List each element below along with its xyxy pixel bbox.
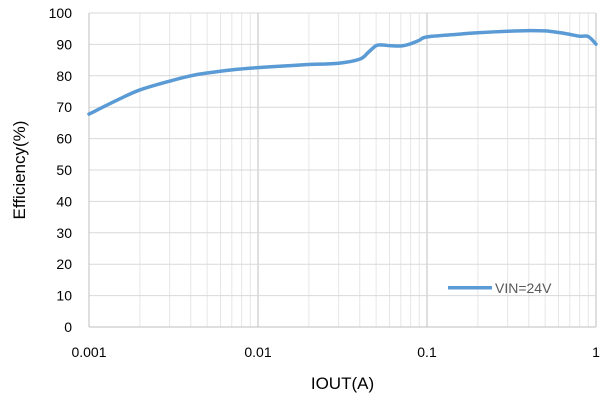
y-tick-label: 30 [56, 225, 72, 241]
x-tick-label: 1 [592, 344, 600, 360]
legend: VIN=24V [448, 280, 552, 296]
x-tick-label: 0.001 [71, 344, 106, 360]
x-tick-label: 0.1 [417, 344, 437, 360]
y-tick-label: 90 [56, 36, 72, 52]
x-tick-labels: 0.001 0.01 0.1 1 [71, 344, 600, 360]
y-tick-label: 50 [56, 162, 72, 178]
series-line [87, 28, 598, 116]
x-tick-label: 0.01 [244, 344, 271, 360]
series-lines [87, 28, 598, 116]
y-tick-label: 80 [56, 68, 72, 84]
y-tick-label: 20 [56, 256, 72, 272]
y-axis-title: Efficiency(%) [10, 121, 29, 220]
legend-label: VIN=24V [495, 280, 552, 296]
y-tick-label: 40 [56, 193, 72, 209]
y-tick-label: 10 [56, 288, 72, 304]
x-axis-title: IOUT(A) [311, 374, 374, 393]
y-tick-label: 100 [49, 5, 73, 21]
axes [88, 13, 596, 328]
y-tick-label: 0 [64, 319, 72, 335]
y-tick-label: 60 [56, 131, 72, 147]
y-tick-label: 70 [56, 99, 72, 115]
y-tick-labels: 0 10 20 30 40 50 60 70 80 90 100 [49, 5, 73, 335]
